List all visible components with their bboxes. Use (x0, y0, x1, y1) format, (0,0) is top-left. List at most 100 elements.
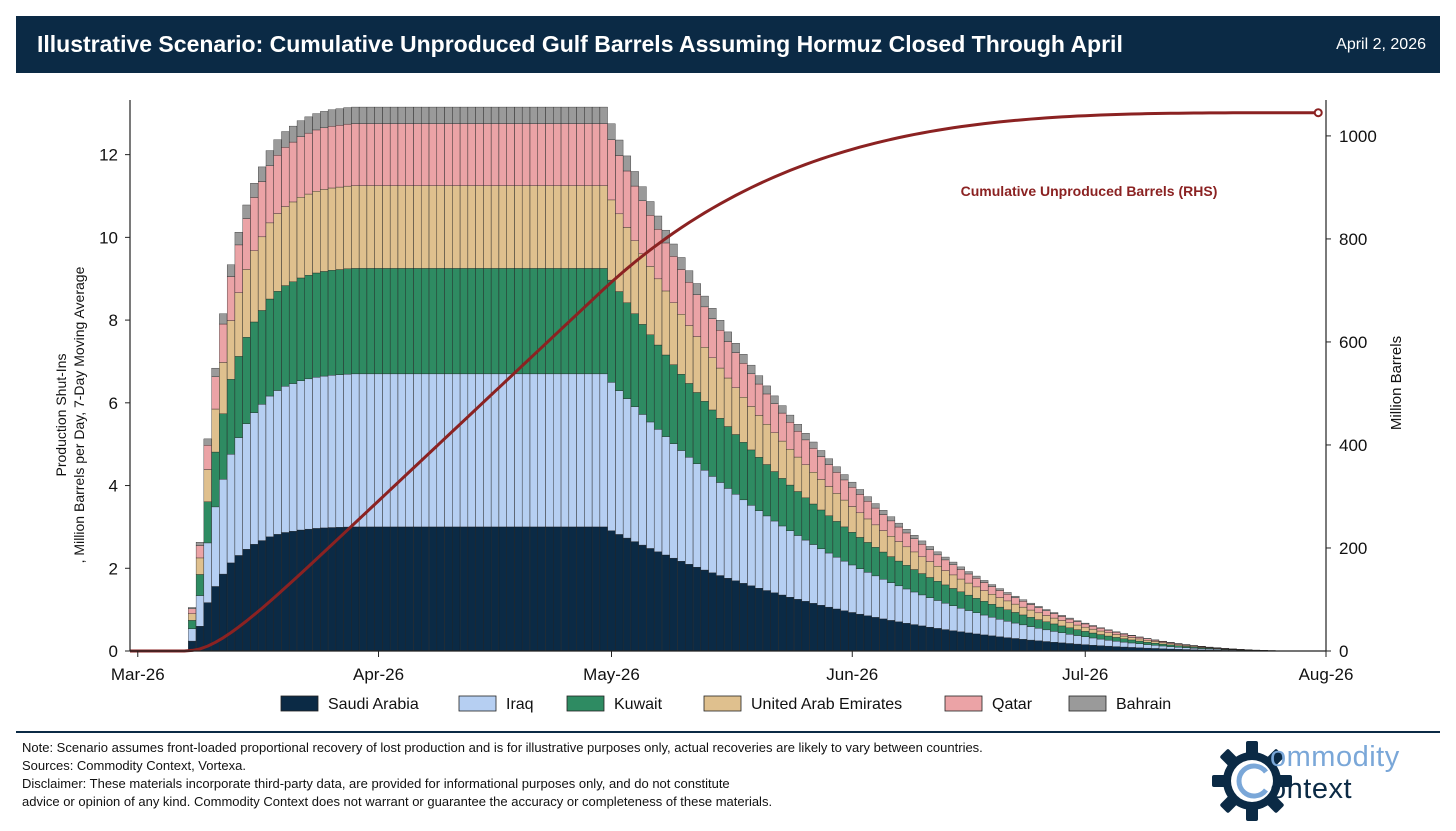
bar-qatar (793, 431, 802, 458)
bar-qatar (1104, 630, 1113, 633)
bar-united-arab-emirates (327, 187, 336, 271)
bar-iraq (661, 436, 670, 556)
bar-bahrain (320, 111, 329, 129)
legend-item-united-arab-emirates: United Arab Emirates (703, 695, 902, 713)
bar-kuwait (1120, 638, 1129, 643)
bar-iraq (545, 373, 554, 528)
bar-qatar (599, 123, 608, 186)
bar-kuwait (506, 268, 515, 375)
bar-united-arab-emirates (778, 440, 787, 479)
bar-united-arab-emirates (1120, 635, 1129, 639)
bar-bahrain (840, 474, 849, 481)
bar-united-arab-emirates (1127, 637, 1136, 641)
bar-qatar (467, 123, 476, 186)
bar-bahrain (491, 106, 499, 124)
bar-united-arab-emirates (817, 479, 826, 511)
y2-tick-label: 600 (1339, 333, 1367, 352)
bar-kuwait (281, 285, 290, 387)
bar-united-arab-emirates (739, 397, 748, 443)
bar-kuwait (382, 268, 391, 375)
x-tick-label: Jul-26 (1062, 665, 1108, 684)
bar-united-arab-emirates (382, 185, 391, 269)
legend-item-bahrain: Bahrain (1068, 695, 1171, 713)
bar-qatar (1003, 594, 1012, 602)
bar-iraq (289, 383, 298, 532)
bar-saudi-arabia (1104, 645, 1113, 652)
bar-qatar (327, 126, 336, 189)
bar-qatar (848, 487, 857, 507)
logo-text-commodity: ommodity (1270, 741, 1400, 773)
bar-iraq (607, 382, 616, 531)
bar-bahrain (817, 450, 826, 457)
bar-saudi-arabia (607, 530, 616, 652)
bar-iraq (281, 386, 290, 533)
bar-bahrain (731, 343, 740, 353)
bar-saudi-arabia (374, 526, 383, 652)
bar-kuwait (933, 581, 942, 601)
bar-qatar (413, 123, 422, 186)
bar-united-arab-emirates (1042, 615, 1051, 622)
bar-bahrain (475, 106, 484, 124)
bar-saudi-arabia (747, 585, 756, 652)
bar-qatar (506, 123, 515, 186)
bar-saudi-arabia (801, 601, 810, 652)
bar-united-arab-emirates (343, 185, 352, 269)
bar-bahrain (902, 529, 911, 534)
bar-united-arab-emirates (1011, 603, 1020, 613)
bar-kuwait (646, 334, 655, 423)
bar-saudi-arabia (366, 526, 375, 652)
logo-text-context: ontext (1270, 773, 1352, 805)
bar-saudi-arabia (762, 590, 771, 652)
bar-saudi-arabia (421, 526, 430, 652)
bar-saudi-arabia (910, 624, 919, 652)
divider (16, 731, 1440, 733)
bar-kuwait (778, 478, 787, 527)
bar-saudi-arabia (265, 536, 274, 652)
bar-united-arab-emirates (265, 222, 274, 300)
bar-qatar (685, 282, 694, 326)
bar-saudi-arabia (568, 526, 577, 652)
bar-kuwait (296, 277, 305, 381)
bar-kuwait (289, 281, 298, 384)
bar-bahrain (428, 106, 437, 124)
bar-kuwait (1151, 642, 1160, 646)
bar-qatar (226, 276, 235, 321)
bar-saudi-arabia (724, 578, 732, 652)
bar-bahrain (995, 588, 1004, 591)
bar-saudi-arabia (731, 580, 740, 652)
bar-kuwait (1143, 641, 1152, 645)
bar-united-arab-emirates (615, 213, 624, 292)
bar-iraq (591, 373, 600, 528)
bar-bahrain (560, 106, 569, 124)
bar-bahrain (770, 395, 779, 404)
bar-saudi-arabia (343, 526, 352, 652)
bar-iraq (459, 373, 468, 528)
bar-saudi-arabia (871, 617, 880, 652)
bar-kuwait (949, 588, 958, 606)
bar-saudi-arabia (560, 526, 569, 652)
bar-united-arab-emirates (444, 185, 453, 269)
bar-kuwait (972, 598, 981, 613)
cumulative-line-label: Cumulative Unproduced Barrels (RHS) (961, 183, 1218, 199)
bar-united-arab-emirates (188, 613, 197, 621)
bar-kuwait (894, 560, 903, 587)
bar-bahrain (824, 458, 833, 465)
bar-saudi-arabia (1073, 643, 1082, 652)
bar-iraq (638, 414, 647, 546)
bar-qatar (366, 123, 375, 186)
bar-bahrain (1057, 615, 1066, 617)
bar-united-arab-emirates (351, 185, 360, 269)
bar-united-arab-emirates (1003, 600, 1012, 610)
bar-united-arab-emirates (242, 269, 251, 338)
bar-kuwait (335, 269, 344, 375)
bar-iraq (413, 373, 422, 528)
cumulative-line-end-marker (1313, 108, 1323, 118)
bar-kuwait (226, 379, 235, 455)
bar-kuwait (1050, 623, 1059, 632)
notes-block: Note: Scenario assumes front-loaded prop… (22, 739, 983, 811)
bar-kuwait (832, 521, 841, 558)
bar-united-arab-emirates (1019, 606, 1028, 616)
bar-iraq (902, 588, 911, 624)
bar-united-arab-emirates (491, 185, 499, 269)
x-tick-label: Aug-26 (1299, 665, 1354, 684)
